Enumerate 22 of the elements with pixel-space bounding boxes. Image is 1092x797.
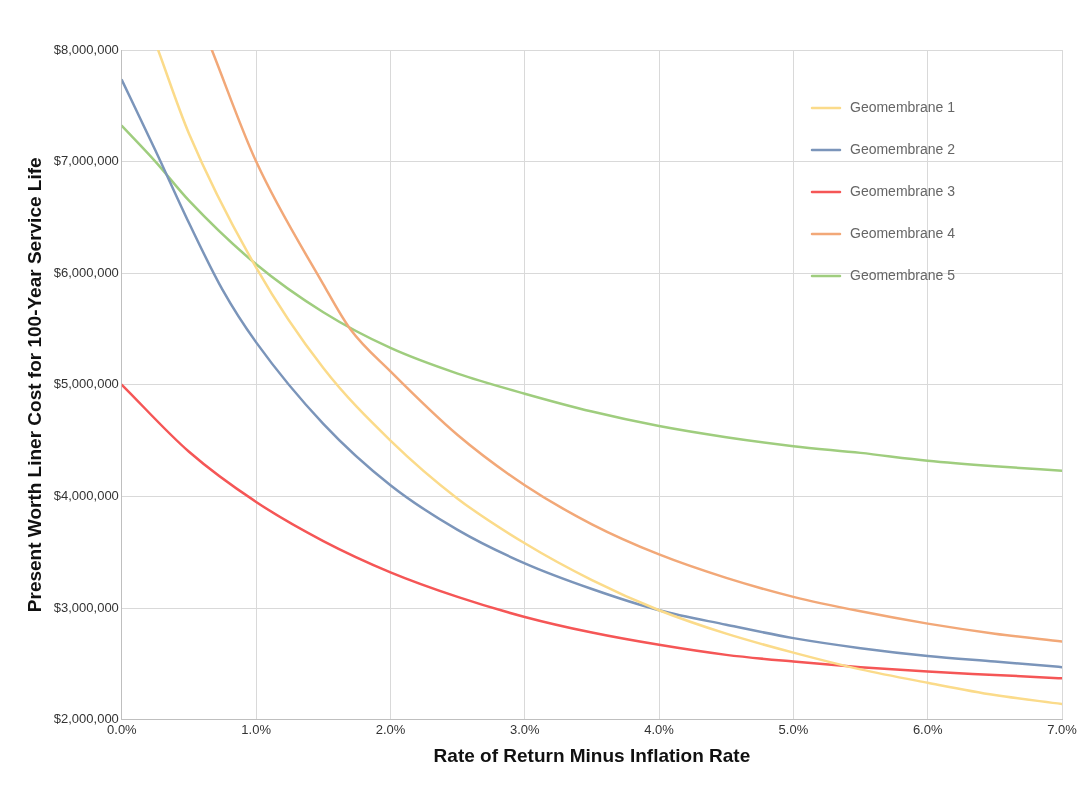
- line-series: [121, 124, 1062, 472]
- legend-label: Geomembrane 4: [850, 224, 956, 241]
- x-tick-label: 7.0%: [1047, 721, 1078, 737]
- x-axis-title: Rate of Return Minus Inflation Rate: [433, 744, 751, 766]
- legend-label: Geomembrane 1: [850, 98, 956, 115]
- x-tick-label: 1.0%: [241, 721, 272, 737]
- x-tick-label: 3.0%: [509, 721, 541, 737]
- x-tick-label: 5.0%: [778, 721, 809, 737]
- x-tick-label: 6.0%: [912, 721, 943, 737]
- y-axis-title: Present Worth Liner Cost for 100-Year Service Life: [23, 157, 45, 613]
- x-tick-label: 2.0%: [375, 721, 406, 737]
- y-tick-label: $5,000,000: [53, 376, 119, 392]
- x-tick-label: 4.0%: [644, 721, 675, 737]
- line-series: [121, 383, 1062, 680]
- y-tick-label: $3,000,000: [53, 599, 119, 615]
- legend-label: Geomembrane 3: [850, 182, 956, 199]
- y-tick-label: $6,000,000: [53, 264, 119, 280]
- legend-label: Geomembrane 5: [850, 266, 956, 283]
- legend-label: Geomembrane 2: [850, 140, 956, 157]
- y-tick-label: $7,000,000: [53, 153, 119, 169]
- y-tick-label: $8,000,000: [53, 41, 119, 57]
- y-tick-label: $4,000,000: [53, 487, 119, 503]
